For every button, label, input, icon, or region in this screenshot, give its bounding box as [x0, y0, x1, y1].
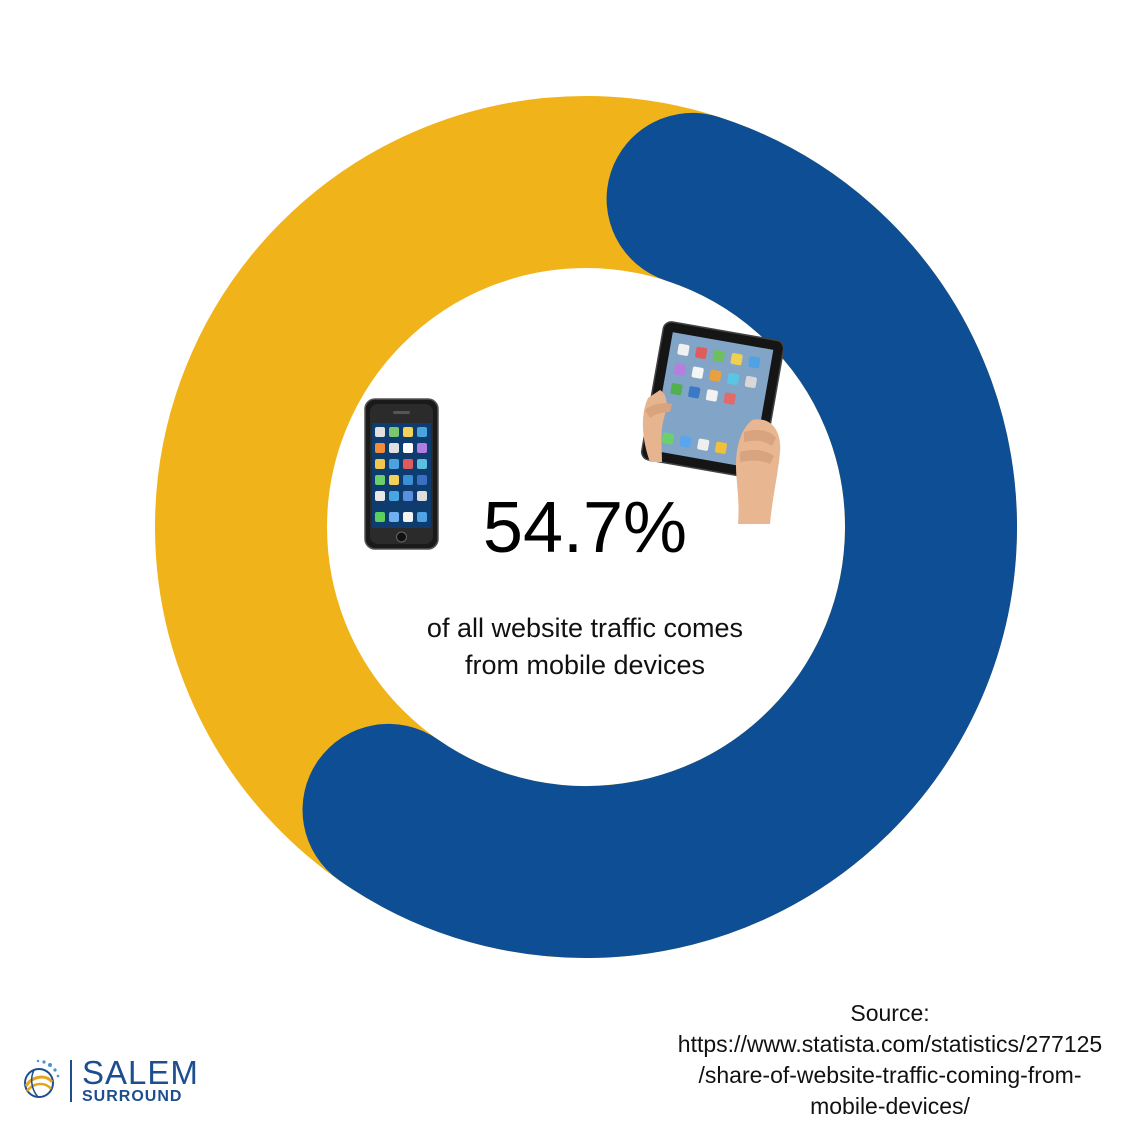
- donut-ring: [155, 96, 1018, 958]
- source-url-line[interactable]: /share-of-website-traffic-coming-from-: [698, 1062, 1082, 1088]
- caption-line: of all website traffic comes: [426, 613, 744, 643]
- donut-caption: of all website traffic comes from mobile…: [370, 610, 800, 684]
- center-percentage: 54.7%: [482, 488, 688, 568]
- logo-divider: [70, 1060, 72, 1102]
- donut-slice: [302, 112, 1018, 958]
- salem-surround-logo: SALEM SURROUND: [14, 1056, 204, 1108]
- source-label: Source:: [850, 1000, 930, 1026]
- logo-text-primary: SALEM: [82, 1054, 199, 1091]
- source-citation: Source: https://www.statista.com/statist…: [640, 998, 1136, 1122]
- caption-line: from mobile devices: [464, 650, 706, 680]
- smartphone-icon: [364, 398, 439, 550]
- tablet-in-hands-icon: [640, 321, 785, 524]
- source-url-line[interactable]: mobile-devices/: [810, 1093, 970, 1119]
- logo-globe-icon: [24, 1059, 60, 1098]
- logo-text-secondary: SURROUND: [82, 1088, 183, 1105]
- source-url-line[interactable]: https://www.statista.com/statistics/2771…: [677, 1031, 1103, 1057]
- donut-chart: [155, 96, 1018, 958]
